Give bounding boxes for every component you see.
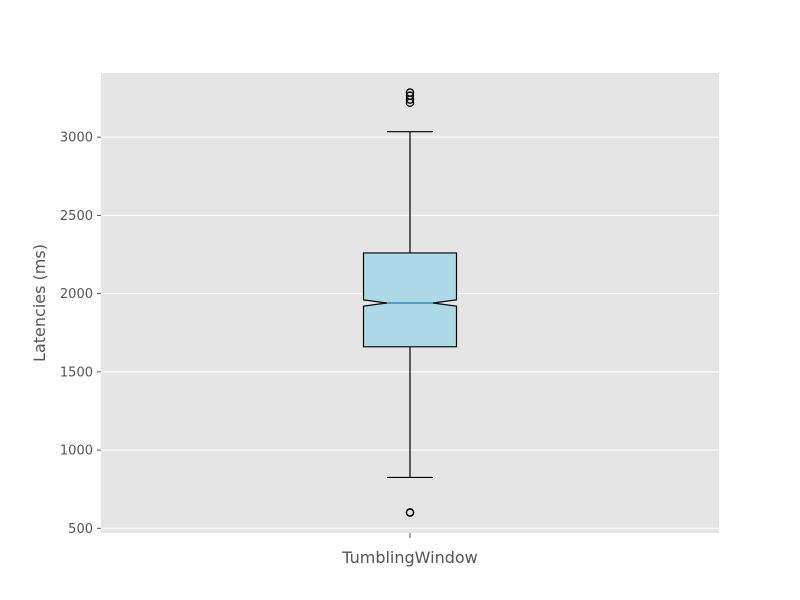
y-axis-ticks: 500 1000 1500 2000 2500 3000 <box>60 131 101 537</box>
y-tick-label: 3000 <box>60 131 93 146</box>
y-tick-label: 2000 <box>60 287 93 302</box>
x-tick-label: TumblingWindow <box>341 548 478 567</box>
outlier-point <box>405 508 415 517</box>
outlier-point <box>405 91 415 100</box>
box-TumblingWindow <box>362 88 458 517</box>
y-tick-label: 1500 <box>60 365 93 380</box>
y-axis-label: Latencies (ms) <box>30 244 49 362</box>
outlier-point <box>405 88 415 97</box>
y-tick-label: 500 <box>68 522 93 537</box>
y-tick-label: 2500 <box>60 209 93 224</box>
notched-box <box>362 252 458 348</box>
y-tick-label: 1000 <box>60 444 93 459</box>
x-axis-ticks: TumblingWindow <box>341 533 478 567</box>
boxes <box>362 88 458 517</box>
